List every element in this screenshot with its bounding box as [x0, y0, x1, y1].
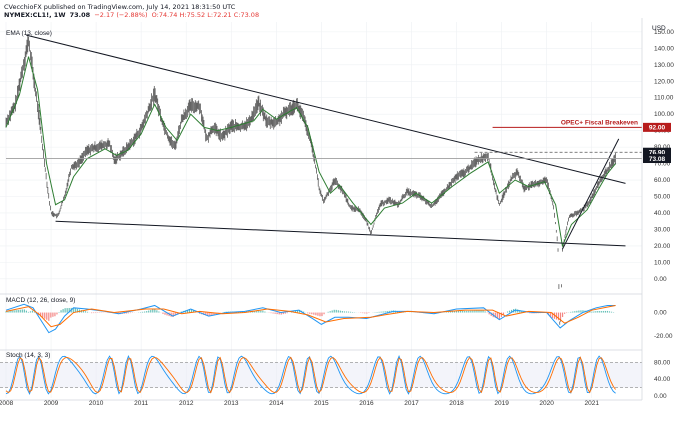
y-tick-label: 140.00 — [654, 45, 674, 52]
y-tick-label: 70.00 — [654, 161, 671, 168]
x-tick-label: 2008 — [0, 400, 14, 407]
stoch-pane — [0, 354, 642, 395]
ema-line — [5, 56, 616, 248]
price-tag — [643, 147, 671, 157]
stoch-band — [0, 362, 642, 388]
y-tick-label: 40.00 — [654, 210, 671, 217]
x-tick-label: 2009 — [44, 400, 59, 407]
x-tick-label: 2010 — [89, 400, 104, 407]
macd-y-tick-label: -20.00 — [654, 333, 673, 340]
x-tick-label: 2011 — [134, 400, 148, 407]
stoch-y-tick-label: 80.00 — [654, 359, 671, 366]
price-pane: OPEC+ Fiscal Breakeven — [5, 34, 642, 325]
y-tick-label: 10.00 — [654, 259, 671, 266]
x-tick-label: 2014 — [269, 400, 284, 407]
x-tick-label: 2021 — [584, 400, 599, 407]
price-tag-label: 92.00 — [649, 125, 666, 132]
axes: 2008 2009 2010 2011 2012 2013 2014 2015 2016 2017… — [0, 18, 674, 407]
x-tick-label: 2017 — [404, 400, 419, 407]
price-tag-label: 76.90 — [649, 150, 666, 157]
symbol: NYMEX:CL1!, 1W — [4, 11, 66, 19]
ohlc-values: O:74.74 H:75.52 L:72.21 C:73.08 — [151, 11, 260, 19]
currency-label: USD — [652, 25, 666, 32]
price-tag-label: 73.08 — [649, 156, 666, 163]
macd-label: MACD (12, 26, close, 9) — [6, 297, 75, 304]
stoch-y-tick-label: 40.00 — [654, 376, 671, 383]
level-label: OPEC+ Fiscal Breakeven — [561, 119, 638, 126]
signal-line — [5, 304, 616, 328]
y-tick-label: 80.00 — [654, 144, 671, 151]
price-tag — [643, 122, 671, 132]
x-tick-label: 2018 — [449, 400, 464, 407]
y-tick-label: 50.00 — [654, 194, 671, 201]
y-tick-label: 110.00 — [654, 95, 674, 102]
y-tick-label: 20.00 — [654, 243, 671, 250]
price-tag — [643, 154, 671, 164]
ema-label: EMA (13, close) — [6, 30, 52, 37]
stoch-d-line — [5, 356, 616, 394]
publisher-line: CVecchioFX published on TradingView.com,… — [4, 3, 236, 11]
y-tick-label: 30.00 — [654, 226, 671, 233]
y-tick-label: 0.00 — [654, 276, 667, 283]
macd-y-tick-label: 0.00 — [654, 310, 667, 317]
y-tick-label: 100.00 — [654, 111, 674, 118]
y-tick-label: 60.00 — [654, 177, 671, 184]
x-tick-label: 2019 — [494, 400, 509, 407]
x-tick-label: 2020 — [539, 400, 554, 407]
last-price: 73.08 — [69, 11, 91, 19]
y-tick-label: 130.00 — [654, 62, 674, 69]
x-tick-label: 2012 — [179, 400, 194, 407]
macd-pane — [5, 303, 616, 334]
trendline — [55, 220, 626, 247]
x-tick-label: 2013 — [224, 400, 239, 407]
y-tick-label: 150.00 — [654, 29, 674, 36]
stoch-y-tick-label: 0.00 — [654, 393, 667, 400]
x-tick-label: 2016 — [359, 400, 374, 407]
symbol-line: NYMEX:CL1!, 1W 73.08 −2.17 (−2.88%) O:74… — [4, 11, 259, 19]
y-tick-label: 120.00 — [654, 78, 674, 85]
x-tick-label: 2015 — [314, 400, 329, 407]
price-change: −2.17 (−2.88%) — [94, 11, 148, 19]
grid — [0, 22, 642, 398]
trendline — [561, 138, 620, 250]
stoch-label: Stoch (14, 3, 3) — [6, 352, 50, 359]
stoch-k-line — [5, 354, 616, 395]
